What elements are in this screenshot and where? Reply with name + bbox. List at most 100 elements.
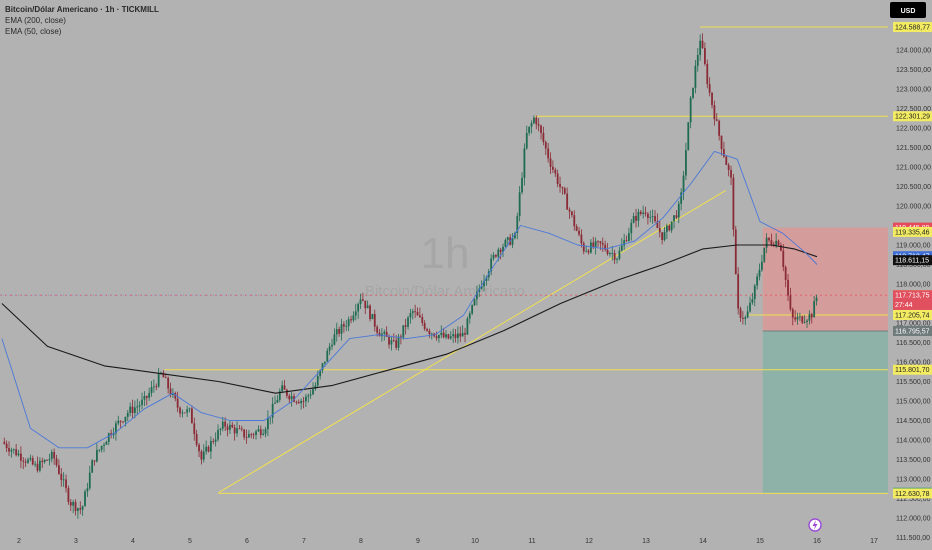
candle-body xyxy=(347,319,350,327)
candle-body xyxy=(202,451,205,460)
candle-body xyxy=(148,392,151,398)
candle-body xyxy=(364,300,367,309)
symbol-title[interactable]: Bitcoin/Dólar Americano · 1h · TICKMILL xyxy=(5,5,159,14)
candle-body xyxy=(86,488,89,492)
candle-body xyxy=(521,177,523,193)
candle-body xyxy=(789,295,792,310)
trend-line xyxy=(218,189,727,494)
candle-body xyxy=(69,502,72,506)
candle-body xyxy=(673,215,675,222)
candle-body xyxy=(535,117,538,125)
candle-body xyxy=(31,458,34,465)
candle-body xyxy=(585,250,588,252)
candle-body xyxy=(599,241,602,244)
candle-body xyxy=(547,148,550,159)
currency-button-label[interactable]: USD xyxy=(901,8,916,15)
price-tick-label: 118.000,00 xyxy=(896,282,931,289)
candle-body xyxy=(333,334,336,345)
ema-50-legend[interactable]: EMA (50, close) xyxy=(5,27,62,36)
candle-body xyxy=(661,232,664,240)
candle-body xyxy=(723,149,725,157)
candle-body xyxy=(302,400,305,402)
candle-body xyxy=(756,276,759,286)
candle-body xyxy=(305,396,307,402)
risk-zone xyxy=(762,227,888,331)
candle-body xyxy=(761,261,763,270)
lightning-icon[interactable] xyxy=(808,518,822,532)
candle-body xyxy=(525,132,528,149)
price-tick-label: 116.500,00 xyxy=(896,340,931,347)
currency-button-bg[interactable] xyxy=(890,2,926,18)
candle-body xyxy=(79,508,82,510)
price-tick-label: 122.000,00 xyxy=(896,126,931,133)
candle-body xyxy=(390,340,393,345)
candle-body xyxy=(499,249,502,252)
candle-body xyxy=(324,361,326,364)
candle-body xyxy=(84,491,86,507)
candle-body xyxy=(459,333,462,337)
candle-body xyxy=(713,105,716,120)
candle-body xyxy=(29,458,32,460)
price-tag xyxy=(893,255,932,266)
candle-body xyxy=(537,124,540,126)
time-tick-label: 13 xyxy=(642,538,650,545)
candle-body xyxy=(392,340,395,342)
candle-body xyxy=(195,434,198,445)
candle-body xyxy=(191,408,193,424)
candle-body xyxy=(763,247,766,262)
candle-body xyxy=(495,255,497,257)
candle-body xyxy=(5,443,8,449)
candle-body xyxy=(708,84,711,93)
candle-body xyxy=(554,169,557,174)
candle-body xyxy=(331,344,333,347)
candle-body xyxy=(328,346,331,351)
price-tick-label: 114.000,00 xyxy=(896,438,931,445)
candle-body xyxy=(556,173,559,184)
candle-body xyxy=(794,317,797,320)
candle-body xyxy=(369,305,371,320)
candle-body xyxy=(160,372,162,374)
price-tick-label: 112.500,00 xyxy=(896,496,931,503)
candle-body xyxy=(27,459,29,463)
candle-body xyxy=(207,446,210,452)
candle-body xyxy=(221,421,224,429)
price-tag-label: 112.630,78 xyxy=(895,491,930,498)
price-tag-label: 115.801,70 xyxy=(895,367,930,374)
candle-body xyxy=(39,460,41,471)
price-tag-label: 117.713,75 xyxy=(895,293,930,300)
currency-button[interactable]: USD xyxy=(890,2,926,18)
candle-body xyxy=(126,412,129,417)
candle-body xyxy=(248,434,250,438)
candle-body xyxy=(770,240,773,245)
candle-body xyxy=(110,433,113,436)
price-tag-label: 119.335,46 xyxy=(895,229,930,236)
indicator-legend[interactable]: Bitcoin/Dólar Americano · 1h · TICKMILL … xyxy=(5,5,159,36)
time-tick-label: 14 xyxy=(699,538,707,545)
candle-body xyxy=(100,445,103,450)
candle-body xyxy=(587,250,590,253)
candle-body xyxy=(485,277,488,281)
candle-body xyxy=(480,286,483,289)
candle-body xyxy=(438,335,440,339)
candle-body xyxy=(129,406,132,413)
candle-body xyxy=(590,242,592,253)
candle-body xyxy=(233,427,236,434)
ema-200-legend[interactable]: EMA (200, close) xyxy=(5,16,66,25)
price-tag xyxy=(893,325,932,336)
candle-body xyxy=(167,377,170,389)
lightning-icon-bolt[interactable] xyxy=(812,520,818,530)
candle-body xyxy=(153,386,155,388)
candle-body xyxy=(682,175,685,193)
candle-body xyxy=(642,212,645,214)
candle-body xyxy=(799,316,801,318)
candle-body xyxy=(136,406,139,408)
candle-body xyxy=(578,230,580,235)
candle-body xyxy=(461,332,464,337)
candle-body xyxy=(473,299,476,306)
candle-body xyxy=(601,243,604,245)
price-tick-label: 118.500,00 xyxy=(896,262,931,269)
candle-body xyxy=(112,433,115,436)
candle-body xyxy=(663,231,666,240)
